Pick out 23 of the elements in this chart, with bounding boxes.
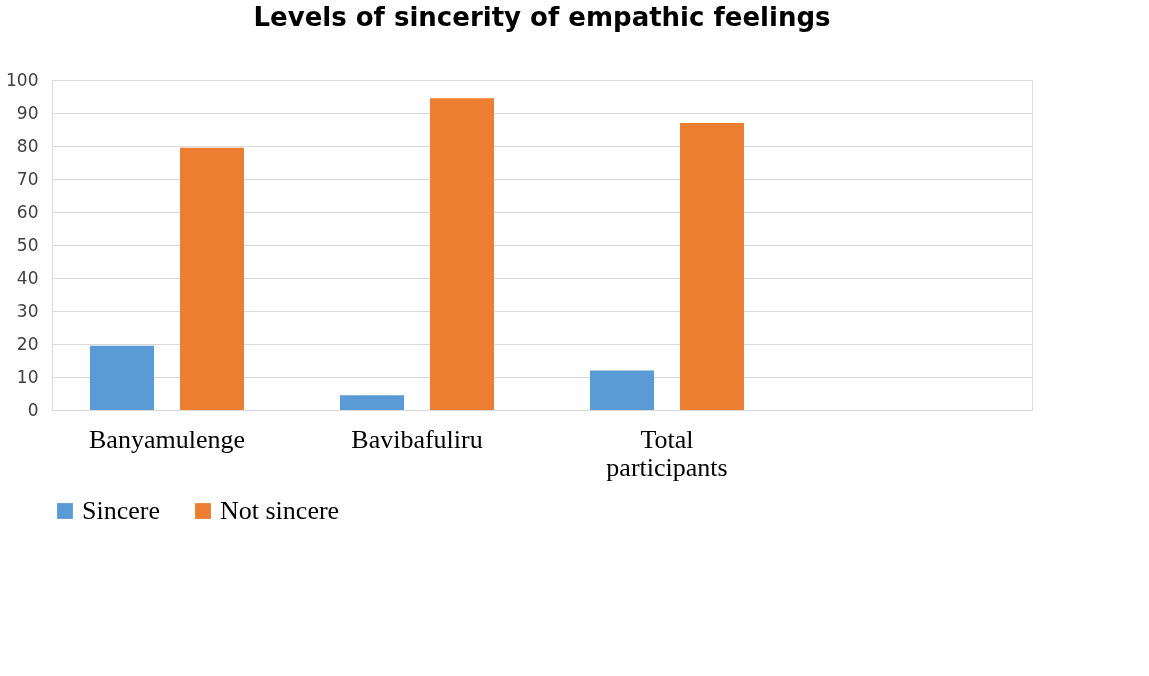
- y-tick-label: 90: [16, 102, 39, 123]
- y-tick-label: 60: [16, 201, 39, 222]
- y-tick-label: 30: [16, 300, 39, 321]
- x-tick-label: Bavibafuliru: [351, 424, 483, 454]
- bar: [340, 395, 404, 410]
- bar: [430, 98, 494, 410]
- bar: [680, 122, 744, 410]
- legend-label: Not sincere: [220, 496, 340, 525]
- y-tick-label: 80: [16, 135, 39, 156]
- y-tick-label: 40: [16, 267, 39, 288]
- y-tick-label: 100: [6, 69, 39, 90]
- x-tick-label: Total participants: [606, 424, 728, 482]
- bar: [90, 345, 154, 410]
- x-tick-label: Banyamulenge: [89, 424, 245, 454]
- y-tick-label: 70: [16, 168, 39, 189]
- y-tick-label: 10: [16, 366, 39, 387]
- chart-title: Levels of sincerity of empathic feelings: [253, 2, 831, 32]
- y-tick-label: 20: [16, 333, 39, 354]
- legend-label: Sincere: [82, 496, 160, 525]
- y-tick-label: 50: [16, 234, 39, 255]
- bar: [180, 147, 244, 410]
- bar: [590, 370, 654, 410]
- y-tick-label: 0: [27, 399, 39, 420]
